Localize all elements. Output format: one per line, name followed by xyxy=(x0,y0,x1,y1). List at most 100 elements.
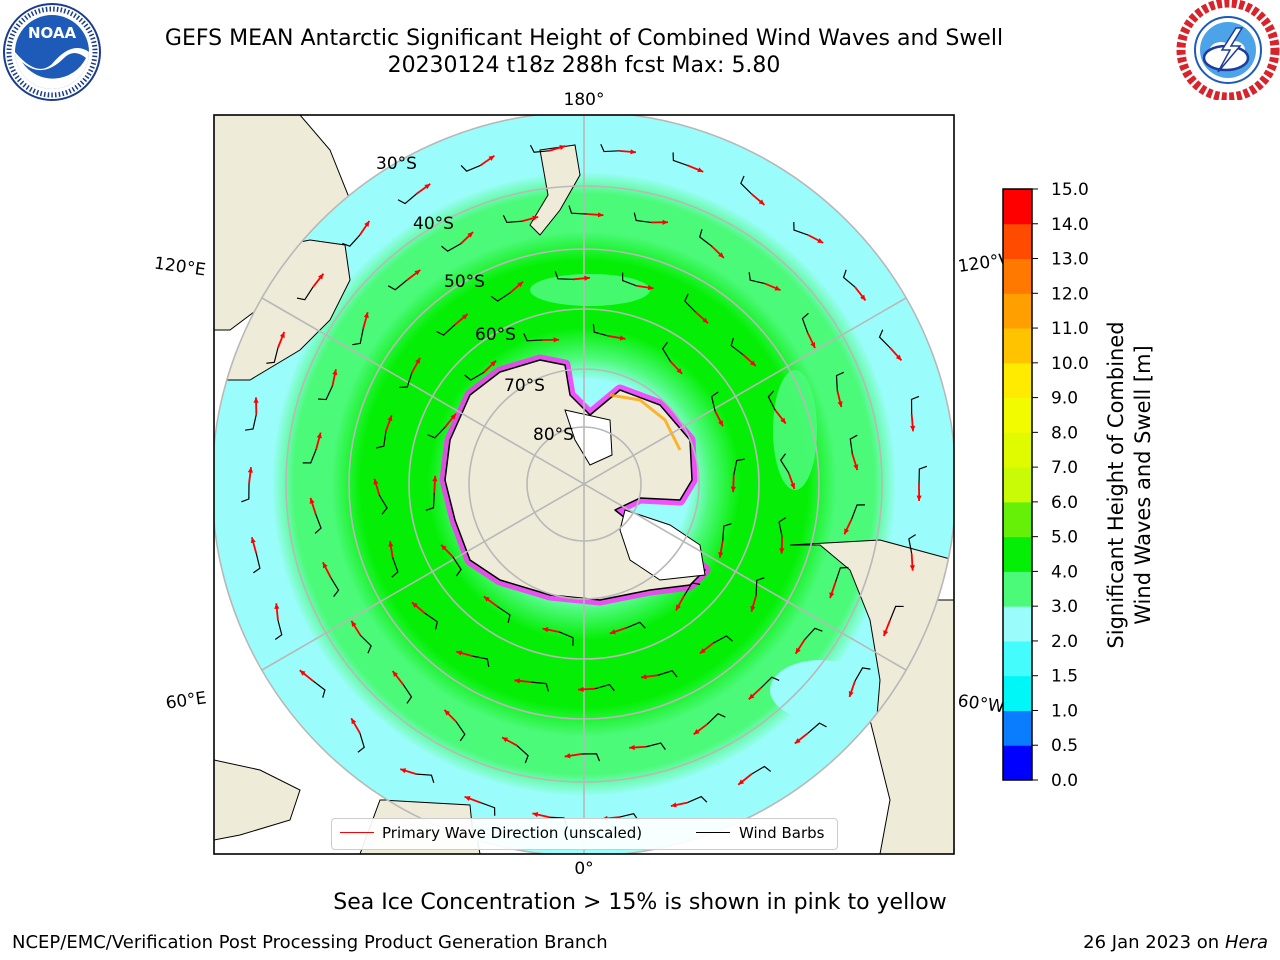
antarctica xyxy=(439,354,711,606)
colorbar-bin xyxy=(1003,745,1032,781)
wind-barb xyxy=(684,293,696,313)
colorbar-tick-label: 2.0 xyxy=(1051,632,1078,652)
wind-barb xyxy=(807,722,827,734)
colorbar-tick-label: 8.0 xyxy=(1051,423,1078,443)
wind-barb xyxy=(621,272,637,287)
wind-barb xyxy=(793,222,809,236)
wave-arrow xyxy=(882,619,891,637)
wave-arrow xyxy=(687,164,704,173)
colorbar-bin xyxy=(1003,293,1032,329)
wind-barb xyxy=(804,627,823,640)
wind-barb xyxy=(713,635,733,644)
wave-arrow xyxy=(440,544,454,558)
wind-barb xyxy=(878,329,891,349)
wave-arrow xyxy=(514,678,532,684)
wave-arrow xyxy=(807,234,824,244)
colorbar-bin xyxy=(1003,467,1032,503)
wind-barb xyxy=(531,681,549,692)
wind-barb xyxy=(274,620,283,640)
wind-barb xyxy=(490,292,511,302)
wave-arrow xyxy=(675,595,686,611)
wind-barb xyxy=(359,634,372,654)
wave-arrow xyxy=(456,650,473,657)
wind-barb xyxy=(849,434,858,454)
wave-arrow xyxy=(415,183,431,195)
wind-barb xyxy=(683,582,701,596)
wave-arrow xyxy=(794,638,806,655)
wave-arrow xyxy=(274,603,280,621)
wave-arrow xyxy=(608,335,626,341)
colorbar-title: Significant Height of Combined Wind Wave… xyxy=(1103,321,1157,648)
wave-arrow xyxy=(889,347,903,361)
colorbar-bin xyxy=(1003,362,1032,399)
wind-barb xyxy=(357,732,365,753)
wind-barb xyxy=(455,721,466,742)
wave-arrow xyxy=(362,311,369,329)
wave-arrow xyxy=(521,215,539,223)
wind-barb xyxy=(581,753,601,762)
wave-arrow xyxy=(483,360,497,374)
wave-arrow xyxy=(385,415,393,432)
wind-barb xyxy=(801,312,809,333)
noaa-logo-text: NOAA xyxy=(28,24,77,42)
wind-barb xyxy=(633,212,652,224)
wind-barb xyxy=(767,390,776,411)
wind-barb xyxy=(497,606,511,623)
colorbar-tick-label: 7.0 xyxy=(1051,458,1078,478)
wind-barb xyxy=(918,465,928,485)
lat-label-50s: 50°S xyxy=(444,272,485,292)
wind-barb xyxy=(424,612,438,630)
colorbar-tick-label: 3.0 xyxy=(1051,597,1078,617)
wave-arrow xyxy=(636,284,654,291)
wind-barb xyxy=(245,414,257,431)
wind-barb xyxy=(502,214,522,224)
colorbar-bin xyxy=(1003,397,1032,433)
wave-arrow xyxy=(454,313,469,326)
wind-barb xyxy=(835,371,845,391)
wind-barb xyxy=(399,372,413,389)
colorbar-bin xyxy=(1003,536,1032,572)
wave-arrow xyxy=(711,245,725,259)
lat-label-60s: 60°S xyxy=(475,325,516,345)
wave-arrow xyxy=(836,390,843,408)
wave-arrow xyxy=(787,472,796,490)
wind-barb xyxy=(330,577,340,597)
wave-arrow xyxy=(794,732,809,745)
wind-barb xyxy=(554,271,573,280)
wave-arrow xyxy=(253,397,259,415)
wind-barb xyxy=(842,269,856,288)
wind-barb xyxy=(851,504,866,520)
wave-arrow xyxy=(609,627,627,635)
lon-label-60w: 60°W xyxy=(956,691,1005,717)
wave-arrow xyxy=(694,311,709,324)
wave-arrow xyxy=(388,540,394,558)
wind-barb xyxy=(460,164,481,172)
colorbar-bin xyxy=(1003,710,1032,746)
colorbar-bin xyxy=(1003,189,1032,225)
wind-barb xyxy=(427,426,446,439)
footer-host: Hera xyxy=(1224,932,1268,953)
lon-label-120e: 120°E xyxy=(153,253,207,280)
wave-arrow xyxy=(391,670,404,686)
wind-barb xyxy=(748,272,766,285)
wave-arrow xyxy=(331,369,338,387)
wind-barb xyxy=(516,745,529,764)
wind-barb xyxy=(594,683,615,692)
colorbar-bin xyxy=(1003,223,1032,260)
wind-barb xyxy=(733,458,745,476)
colorbar-tick-label: 5.0 xyxy=(1051,528,1078,548)
wave-arrow xyxy=(618,149,637,155)
colorbar-tick-label: 0.5 xyxy=(1051,736,1078,756)
wind-barb xyxy=(722,523,732,542)
graticule xyxy=(214,115,954,854)
map-subtitle: 20230124 t18z 288h fcst Max: 5.80 xyxy=(387,53,781,78)
map-legend: Primary Wave Direction (unscaled) Wind B… xyxy=(331,818,838,850)
wind-barb xyxy=(661,341,671,362)
wind-barb xyxy=(342,234,361,247)
wave-arrow xyxy=(542,337,560,343)
wave-arrow xyxy=(411,601,426,614)
lat-label-80s: 80°S xyxy=(533,425,574,445)
wave-arrow xyxy=(578,686,596,692)
wave-arrow xyxy=(651,219,669,225)
noaa-logo: NOAA xyxy=(3,3,101,101)
